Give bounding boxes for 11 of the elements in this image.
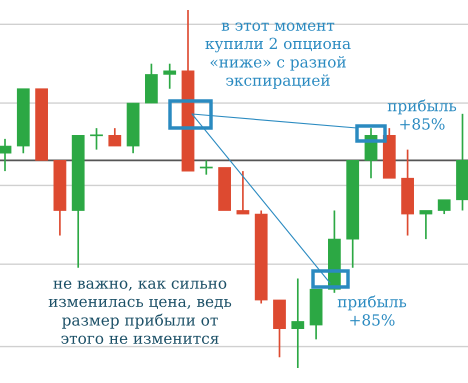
candlestick	[291, 278, 304, 369]
annotation: не важно, как сильно изменилась цена, ведь размер прибыли от этого не изменится	[48, 280, 232, 344]
annotation: прибыль +85%	[338, 295, 406, 326]
annotation: прибыль +85%	[388, 99, 456, 130]
candlestick	[236, 170, 250, 215]
candlestick	[108, 127, 122, 147]
annotation: в этот момент купили 2 опциона «ниже» с разной экспирацией	[205, 22, 351, 89]
candlestick	[163, 62, 176, 90]
candlestick	[420, 210, 432, 240]
candlestick	[438, 198, 451, 215]
candlestick	[0, 138, 12, 172]
